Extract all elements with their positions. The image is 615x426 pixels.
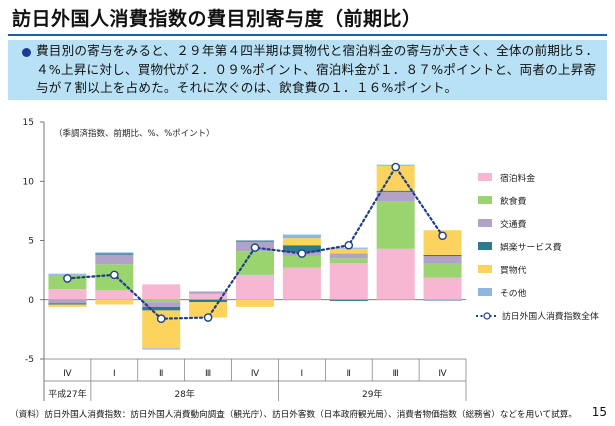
bar-segment	[142, 348, 181, 350]
bar-segment	[236, 274, 274, 300]
bar-segment	[95, 254, 134, 265]
bar-segment	[329, 263, 368, 300]
legend-label: 宿泊料金	[500, 172, 535, 184]
source-note: （資料）訪日外国人消費指数：訪日外国人消費動向調査（観光庁）、訪日外客数（日本政…	[10, 410, 577, 420]
bar-segment	[48, 299, 87, 304]
bar-segment	[423, 256, 462, 264]
bar-segment	[48, 304, 87, 307]
bar-segment	[48, 303, 87, 305]
bar-segment	[282, 255, 321, 268]
legend-label: 飲食費	[500, 195, 527, 207]
y-tick-label: 5	[28, 237, 34, 247]
bar-segment	[142, 299, 181, 303]
x-tick-label: Ⅳ	[251, 369, 260, 379]
bar-segment	[329, 299, 368, 301]
total-point	[110, 270, 119, 280]
bar-segment	[423, 299, 462, 301]
bullet-icon	[22, 48, 31, 57]
summary-text: 費目別の寄与をみると、２９年第４四半期は買物代と宿泊料金の寄与が大きく、全体の前…	[36, 43, 599, 95]
bar-segment	[236, 251, 274, 275]
legend-swatch	[478, 242, 492, 250]
bar-segment	[48, 289, 87, 300]
legend-label: 買物代	[500, 264, 527, 276]
bar-segment	[95, 253, 134, 255]
bar-segment	[95, 299, 134, 305]
legend-swatch	[478, 265, 492, 273]
axis-note: （季調済指数、前期比、%、%ポイント）	[54, 128, 215, 139]
bar-segment	[329, 248, 368, 254]
bar-segment	[142, 302, 181, 307]
y-tick-label: 15	[23, 118, 34, 128]
x-tick-label: Ⅲ	[393, 369, 399, 379]
bar-segment	[282, 238, 321, 246]
summary-box: 費目別の寄与をみると、２９年第４四半期は買物代と宿泊料金の寄与が大きく、全体の前…	[8, 40, 607, 100]
total-point	[63, 274, 72, 283]
total-point	[297, 249, 307, 258]
bar-segment	[282, 267, 321, 300]
y-tick-label: 10	[23, 177, 35, 187]
x-tick-label: Ⅰ	[301, 369, 304, 379]
bar-segment	[376, 248, 415, 300]
bar-segment	[423, 263, 462, 278]
bar-segment	[236, 240, 274, 242]
legend-label: 交通費	[500, 218, 527, 230]
bar-segment	[189, 302, 228, 318]
bar-segment	[142, 284, 181, 300]
legend-label: その他	[500, 287, 527, 299]
bar-segment	[189, 291, 228, 294]
bar-segment	[236, 299, 274, 307]
bar-segment	[189, 293, 228, 300]
legend-swatch	[478, 219, 492, 227]
total-point	[203, 313, 213, 322]
x-tick-label: Ⅲ	[205, 369, 211, 379]
bar-segment	[376, 191, 415, 202]
bar-segment	[142, 306, 181, 311]
bar-segment	[95, 252, 134, 254]
title-divider	[8, 34, 607, 36]
bar-segment	[423, 254, 462, 257]
bar-segment	[282, 245, 321, 253]
page-title: 訪日外国人消費指数の費目別寄与度（前期比）	[12, 8, 422, 30]
total-point	[156, 314, 166, 324]
legend-swatch	[478, 196, 492, 204]
legend-swatch	[478, 288, 492, 296]
y-tick-label: 0	[28, 296, 34, 306]
y-tick-label: -5	[25, 355, 34, 365]
x-tick-label: Ⅳ	[63, 369, 72, 379]
year-label: 29年	[362, 388, 382, 400]
legend-label-total: 訪日外国人消費指数全体	[502, 310, 599, 322]
legend-label: 娯楽サービス費	[500, 241, 562, 253]
legend-swatch	[478, 173, 492, 181]
total-point	[391, 162, 400, 172]
legend-marker	[483, 312, 491, 320]
bar-segment	[329, 253, 368, 259]
page-number: 15	[591, 405, 607, 419]
bar-segment	[95, 290, 134, 300]
x-tick-label: Ⅰ	[113, 369, 116, 379]
bar-segment	[329, 258, 368, 264]
x-tick-label: Ⅱ	[159, 369, 163, 379]
total-point	[438, 231, 447, 241]
bar-segment	[282, 234, 321, 239]
year-label: 28年	[174, 388, 194, 400]
year-label: 平成27年	[48, 388, 86, 400]
total-point	[250, 243, 260, 252]
bar-segment	[376, 190, 415, 192]
x-tick-label: Ⅱ	[347, 369, 351, 379]
total-point	[344, 240, 354, 250]
bar-segment	[423, 277, 462, 300]
bar-segment	[189, 299, 228, 303]
contribution-chart: -5 0 5 10 15 （季調済指数、前期比、%、%ポイント） Ⅳ Ⅰ Ⅱ Ⅲ Ⅳ Ⅰ Ⅱ Ⅲ Ⅳ 平成27…	[23, 118, 599, 401]
x-tick-label: Ⅳ	[438, 369, 447, 379]
bar-segment	[376, 201, 415, 249]
